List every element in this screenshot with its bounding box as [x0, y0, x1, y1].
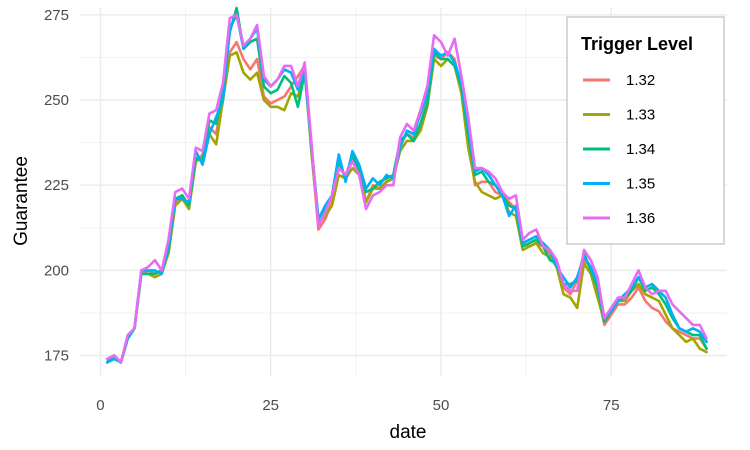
legend-title: Trigger Level	[581, 34, 693, 54]
y-axis-tick-labels: 175 200 225 250 275	[44, 7, 69, 365]
y-tick-label: 225	[44, 177, 69, 194]
x-tick-label: 50	[433, 397, 450, 414]
y-axis-title: Guarantee	[11, 156, 32, 246]
series-line-1-36	[105, 13, 708, 364]
y-tick-label: 200	[44, 262, 69, 279]
x-tick-label: 0	[96, 397, 104, 414]
legend-label: 1.33	[626, 107, 655, 124]
legend-label: 1.34	[626, 141, 655, 158]
legend-box	[566, 16, 725, 245]
legend-label: 1.35	[626, 176, 655, 193]
legend-label: 1.36	[626, 210, 655, 227]
x-axis-title: date	[390, 422, 427, 443]
y-tick-label: 175	[44, 348, 69, 365]
series-lines	[105, 6, 708, 364]
legend: Trigger Level 1.32 1.33 1.34 1.35 1.36	[566, 16, 725, 245]
y-tick-label: 250	[44, 92, 69, 109]
x-tick-label: 25	[262, 397, 279, 414]
legend-label: 1.32	[626, 72, 655, 89]
legend-items: 1.32 1.33 1.34 1.35 1.36	[583, 72, 655, 227]
x-axis-tick-labels: 0 25 50 75	[96, 397, 619, 414]
y-tick-label: 275	[44, 7, 69, 24]
x-tick-label: 75	[603, 397, 620, 414]
